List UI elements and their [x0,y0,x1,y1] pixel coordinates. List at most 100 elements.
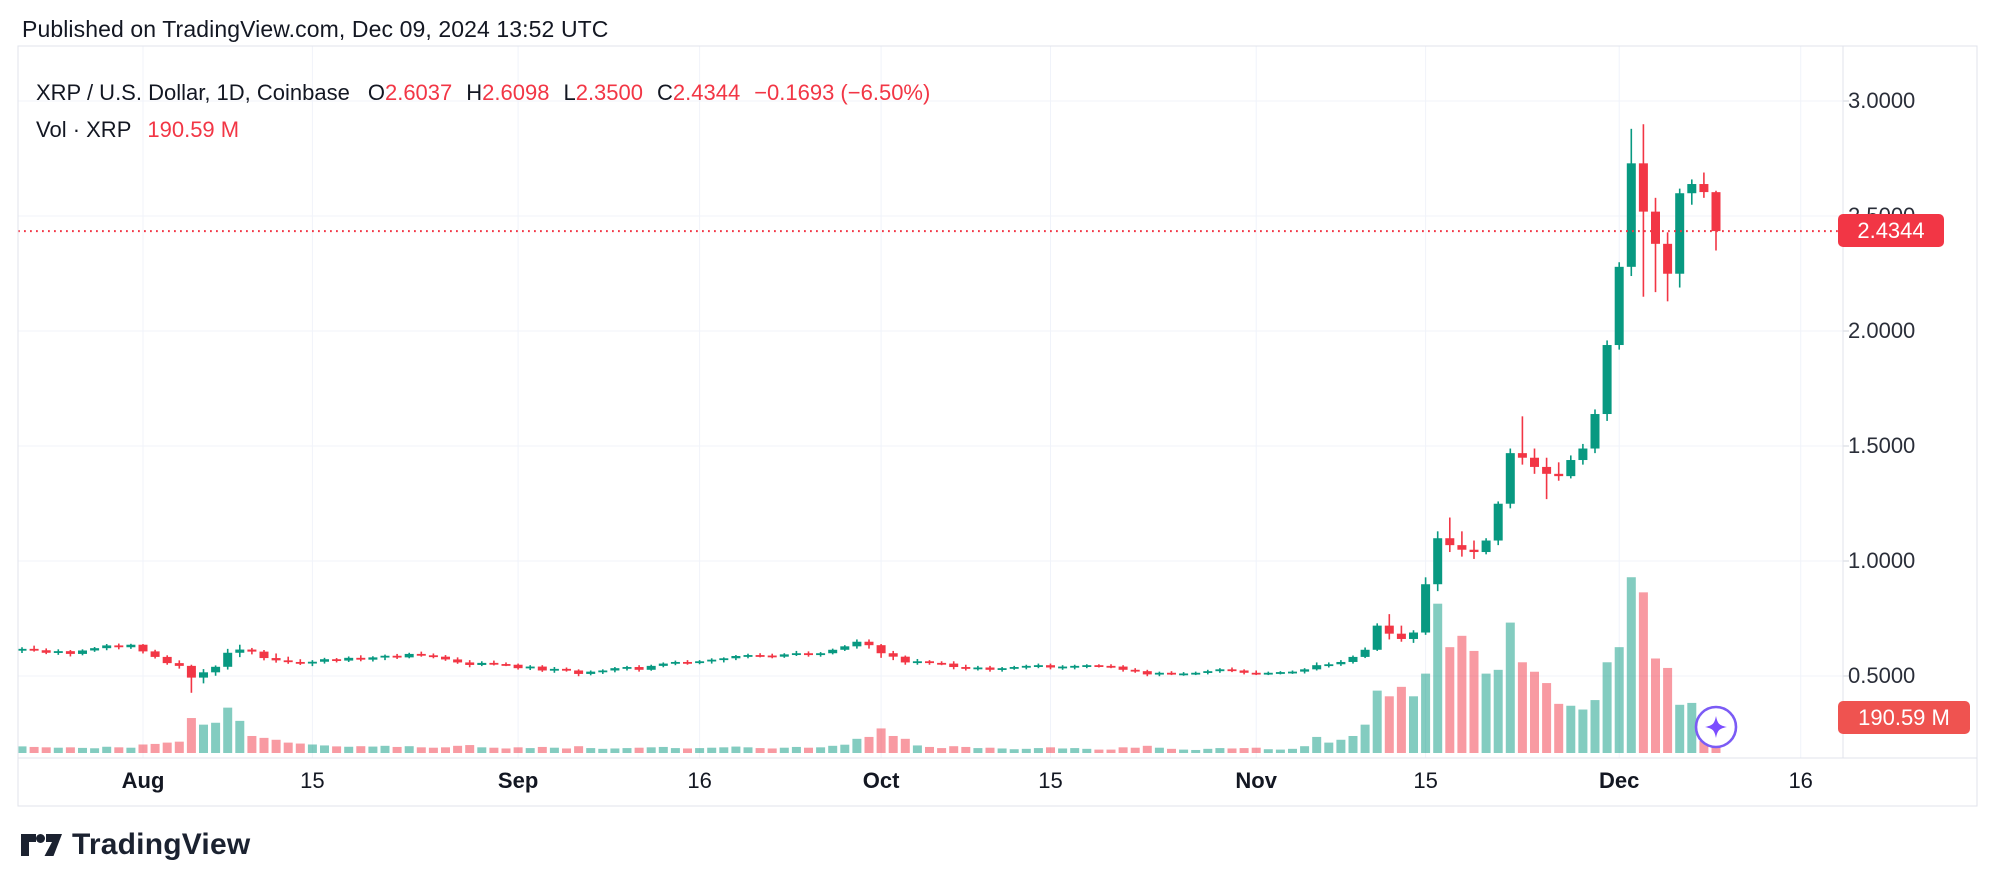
volume-bar [53,747,63,753]
volume-bar [949,746,959,753]
high-label: H [466,80,483,105]
volume-bar [1578,709,1588,753]
volume-bar [973,748,983,753]
candle-body [622,667,632,669]
sparkle-star [1705,716,1727,738]
candle-body [1687,184,1697,194]
volume-bar [1263,749,1273,753]
volume-bar [404,746,414,753]
candle-body [864,641,874,646]
volume-bar [525,748,535,753]
candle-body [1288,671,1297,674]
volume-bar [368,746,378,753]
candle-body [53,651,63,653]
volume-bar [162,742,172,753]
candle-body [646,665,656,670]
candle-body [634,667,644,670]
candle-body [900,656,910,663]
volume-bar [1590,700,1600,753]
volume-bar [1542,683,1552,753]
volume-bar [779,747,789,753]
volume-bar [489,747,499,753]
time-axis-label: Aug [121,768,165,793]
candle-body [1493,503,1503,541]
candle-body [1154,672,1164,675]
candle-body [525,666,535,669]
volume-bar [840,744,850,753]
candle-body [731,655,741,659]
time-axis-label: 15 [1413,768,1438,793]
candle-body [1227,669,1237,672]
volume-bar [138,744,148,753]
volume-bar [1094,749,1104,753]
volume-bar [683,748,692,753]
candle-wick [1654,197,1657,293]
volume-bar [259,737,269,753]
volume-bar [29,746,39,753]
candle-body [1626,163,1636,267]
volume-bar [1191,749,1201,753]
volume-bar [1118,747,1128,753]
volume-bar [1227,748,1237,753]
candle-body [259,651,269,659]
time-axis-label: Sep [497,768,539,793]
volume-bar [1251,747,1261,753]
legend-symbol-row: XRP / U.S. Dollar, 1D, Coinbase O 2.6037 … [36,74,930,111]
volume-bar [658,746,668,753]
volume-bar [1699,740,1709,753]
candle-wick [287,656,289,664]
candle-body [828,649,838,654]
candle-wick [190,664,193,693]
volume-bar [816,747,826,753]
candle-body [102,645,112,649]
candle-body [223,652,233,667]
low-label: L [563,80,576,105]
candle-body [404,653,414,658]
candle-body [1179,673,1189,676]
candle-body [719,658,729,661]
candle-body [332,659,342,662]
candle-body [1614,266,1624,346]
volume-bar [900,738,910,753]
volume-bar [574,746,584,753]
candle-body [1130,669,1140,672]
candle-body [779,654,789,657]
candle-body [1348,656,1358,662]
candle-body [1191,672,1201,675]
candle-body [658,663,668,666]
candle-body [985,667,995,670]
candle-body [489,662,499,665]
candle-body [211,666,221,673]
volume-bar [876,728,886,753]
volume-bar [670,748,680,753]
candle-body [283,660,293,663]
candle-body [150,651,160,657]
candle-body [755,655,765,657]
candle-body [537,666,547,671]
candle-body [1203,671,1213,673]
candle-wick [1521,416,1524,465]
candle-body [114,645,124,648]
candle-body [1167,672,1176,675]
tradingview-attribution-link[interactable]: TradingView [21,828,250,862]
volume-bar [888,735,898,753]
candle-body [199,672,208,678]
volume-bar [961,746,971,753]
volume-bar [985,747,995,753]
candle-body [441,656,450,660]
candle-body [1409,632,1418,639]
candle-body [29,648,39,651]
candle-body [767,655,777,658]
volume-bar [707,747,717,753]
price-axis-label: 0.5000 [1848,663,1916,688]
volume-label: Vol · XRP [36,117,132,142]
volume-bar [307,744,317,753]
candle-body [1651,211,1660,244]
volume-bar [804,747,813,753]
volume-bar [1275,749,1285,753]
candle-body [1263,672,1273,675]
candle-body [1275,672,1285,674]
candle-body [804,653,813,656]
candle-body [138,644,148,652]
volume-bar [997,748,1007,753]
